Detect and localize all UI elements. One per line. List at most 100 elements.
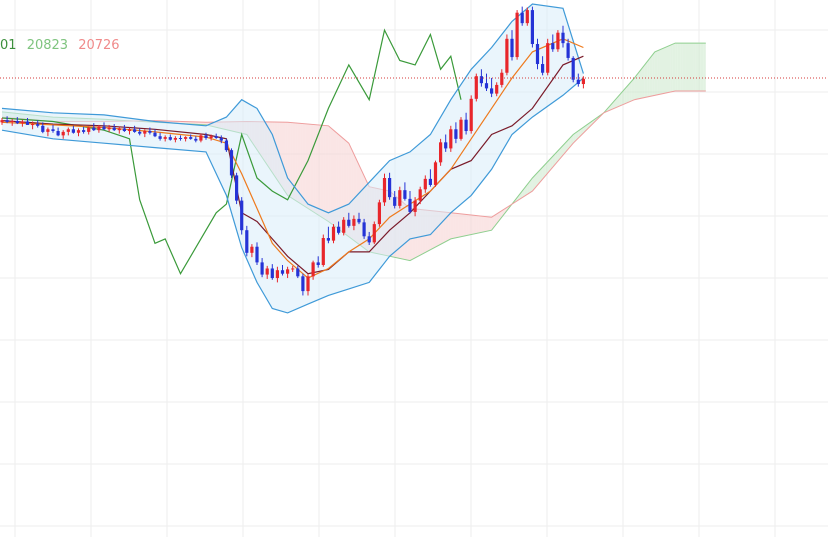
candle-body <box>459 119 463 139</box>
candle-body <box>127 129 132 132</box>
cloud-segment <box>608 104 612 111</box>
candle-body <box>122 128 126 132</box>
cloud-segment <box>657 49 660 95</box>
bollinger-lower-line <box>1 77 584 314</box>
cloud-segment <box>634 74 637 100</box>
cloud-segment <box>292 122 296 201</box>
candle-body <box>199 135 203 141</box>
candle-body <box>490 88 494 94</box>
cloud-segment <box>654 50 658 96</box>
candle-body <box>372 224 376 243</box>
cloud-segment <box>565 139 569 153</box>
indicator-lines <box>1 3 584 314</box>
cloud-segment <box>644 61 648 98</box>
candle-body <box>97 126 101 131</box>
candle-body <box>41 125 45 132</box>
candle-body <box>61 131 65 136</box>
cloud-segment <box>328 125 331 224</box>
cloud-segment <box>652 51 655 96</box>
candle-body <box>194 138 198 141</box>
candle-body <box>357 218 361 223</box>
candles <box>0 6 585 296</box>
candle-body <box>92 127 96 131</box>
cloud-segment <box>649 55 653 97</box>
cloud-segment <box>672 43 676 92</box>
cloud-segment <box>450 212 454 239</box>
candle-body <box>469 98 473 132</box>
candle-body <box>311 262 315 277</box>
candle-body <box>520 12 524 24</box>
candle-body <box>10 121 14 123</box>
candle-body <box>576 79 580 85</box>
cloud-segment <box>685 43 688 91</box>
candle-body <box>347 219 351 226</box>
candle-body <box>301 276 305 292</box>
candle-body <box>209 136 213 138</box>
candle-body <box>173 137 177 140</box>
candle-body <box>449 129 453 149</box>
candle-body <box>556 32 560 50</box>
candle-body <box>377 202 381 225</box>
cloud-segment <box>305 123 308 209</box>
bollinger-band-area <box>2 4 584 313</box>
candle-body <box>474 76 478 99</box>
candle-body <box>66 129 70 132</box>
candle-body <box>362 222 366 237</box>
candle-body <box>326 238 330 241</box>
cloud-segment <box>297 123 301 204</box>
bollinger-fill <box>2 4 584 313</box>
candle-body <box>163 137 167 139</box>
candle-body <box>393 197 397 206</box>
candle-body <box>36 124 40 126</box>
candle-body <box>189 137 193 139</box>
cloud-segment <box>677 43 681 91</box>
candle-body <box>454 129 458 139</box>
candle-body <box>388 178 392 198</box>
candle-body <box>367 236 371 243</box>
candle-body <box>428 178 432 185</box>
candle-body <box>138 131 142 134</box>
cloud-segment <box>330 127 334 226</box>
cloud-segment <box>631 77 635 101</box>
cloud-segment <box>461 213 464 237</box>
legend-value-2: 20823 <box>26 38 69 53</box>
cloud-segment <box>680 43 683 91</box>
cloud-segment <box>489 216 492 231</box>
candle-body <box>5 120 9 122</box>
candle-body <box>444 142 448 149</box>
cloud-segment <box>629 80 632 102</box>
candle-body <box>530 10 534 45</box>
candle-body <box>546 43 550 73</box>
candle-body <box>541 64 545 73</box>
cloud-segment <box>308 124 311 211</box>
cloud-segment <box>486 216 490 232</box>
cloud-segment <box>626 83 630 103</box>
candle-body <box>286 269 290 274</box>
candle-body <box>107 127 111 130</box>
candle-body <box>316 262 320 265</box>
cloud-segment <box>700 43 704 91</box>
cloud-segment <box>639 68 643 99</box>
candle-body <box>291 268 295 270</box>
cloud-segment <box>471 214 474 235</box>
cloud-segment <box>478 215 482 233</box>
cloud-segment <box>662 47 665 94</box>
candle-body <box>337 226 341 233</box>
candle-body <box>184 137 188 139</box>
candle-body <box>153 132 157 137</box>
candle-body <box>495 84 499 94</box>
cloud-segment <box>200 122 204 125</box>
cloud-segment <box>290 122 293 199</box>
candle-body <box>56 131 60 136</box>
cloud-segment <box>532 175 535 192</box>
cloud-segment <box>670 44 673 93</box>
candle-body <box>413 200 417 212</box>
candle-body <box>306 276 310 292</box>
candle-body <box>280 270 285 274</box>
cloud-segment <box>573 132 576 144</box>
cloud-segment <box>491 215 495 231</box>
cloud-segment <box>315 124 319 215</box>
candle-body <box>82 130 86 132</box>
candle-body <box>581 78 585 85</box>
candle-body <box>0 120 4 123</box>
